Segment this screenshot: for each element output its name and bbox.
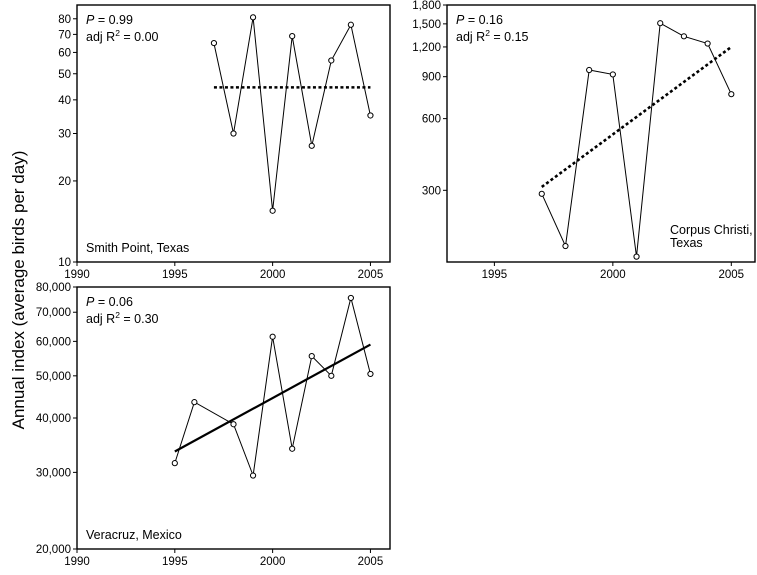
series-line (213, 17, 371, 211)
data-point (230, 130, 237, 137)
trend-line (540, 45, 733, 188)
x-tick-label: 1990 (64, 269, 90, 281)
panel-1: 1990 1995 2000 2005 10 20 30 40 50 60 70 80 P = 0.99… (58, 4, 391, 281)
p-symbol: P (86, 295, 95, 309)
y-tick-label: 60,000 (36, 336, 71, 348)
y-tick-label: 1,500 (412, 19, 441, 31)
series-line (174, 297, 371, 476)
data-point (538, 190, 545, 197)
trend-line (174, 343, 371, 453)
data-point (308, 353, 315, 360)
data-point (328, 372, 335, 379)
y-tick-label: 900 (422, 72, 441, 84)
r2-value: = 0.30 (120, 312, 159, 326)
r2-label: adj R2 = 0.00 (86, 28, 159, 44)
r2-superscript: 2 (115, 28, 120, 38)
p-value-label: P = 0.06 (86, 295, 133, 309)
y-tick-label: 600 (422, 114, 441, 126)
r2-prefix: adj R (456, 30, 485, 44)
data-point (657, 20, 664, 27)
y-tick-label: 50 (58, 69, 71, 81)
p-value: = 0.06 (94, 295, 133, 309)
p-value-label: P = 0.99 (86, 13, 133, 27)
y-tick-label: 1,800 (412, 0, 441, 12)
y-tick-label: 40 (58, 95, 71, 107)
site-label: Texas (670, 236, 703, 250)
data-point (680, 33, 688, 40)
site-label: Veracruz, Mexico (86, 528, 182, 542)
series-line (541, 22, 732, 257)
data-point (230, 421, 237, 428)
data-point (367, 112, 374, 119)
r2-value: = 0.15 (490, 30, 529, 44)
data-point (704, 40, 711, 47)
data-point (191, 399, 198, 406)
x-tick-label: 2000 (600, 269, 626, 281)
plot-frame (446, 4, 756, 263)
r2-value: = 0.00 (120, 30, 159, 44)
p-value-label: P = 0.16 (456, 13, 503, 27)
r2-label: adj R2 = 0.30 (86, 310, 159, 326)
x-tick-label: 2000 (260, 556, 286, 568)
r2-prefix: adj R (86, 312, 115, 326)
site-label: Corpus Christi, (670, 223, 753, 237)
data-point (728, 91, 735, 98)
y-tick-label: 80,000 (36, 282, 71, 294)
x-tick-label: 2005 (719, 269, 745, 281)
data-point (289, 445, 296, 452)
y-tick-label: 30 (58, 129, 71, 141)
data-point (609, 71, 616, 78)
y-tick-label: 20,000 (36, 544, 71, 556)
x-tick-label: 1995 (162, 269, 188, 281)
plot-frame (76, 286, 391, 550)
r2-superscript: 2 (115, 310, 120, 320)
data-point (269, 333, 276, 340)
data-point (269, 207, 276, 214)
data-point (633, 253, 640, 260)
data-point (347, 294, 354, 302)
x-tick-label: 2000 (260, 269, 286, 281)
r2-superscript: 2 (485, 28, 490, 38)
r2-label: adj R2 = 0.15 (456, 28, 529, 44)
y-tick-label: 1,200 (412, 42, 441, 54)
x-tick-label: 2005 (358, 269, 384, 281)
y-tick-label: 10 (58, 257, 71, 269)
p-symbol: P (456, 13, 465, 27)
r2-prefix: adj R (86, 30, 115, 44)
y-tick-label: 50,000 (36, 371, 71, 383)
p-value: = 0.99 (94, 13, 133, 27)
x-tick-label: 1990 (64, 556, 90, 568)
site-label: Smith Point, Texas (86, 241, 189, 255)
y-tick-label: 300 (422, 185, 441, 197)
data-point (210, 39, 218, 47)
y-axis-label: Annual index (average birds per day) (9, 151, 28, 430)
data-point (328, 57, 335, 64)
data-point (249, 14, 257, 21)
panel-3: 1990 1995 2000 2005 20,000 30,000 40,000 50,000… (36, 282, 391, 568)
y-tick-label: 30,000 (36, 467, 71, 479)
data-point (347, 21, 354, 28)
p-value: = 0.16 (464, 13, 503, 27)
data-point (367, 370, 374, 378)
x-tick-label: 2005 (358, 556, 384, 568)
data-point (586, 66, 593, 74)
y-tick-label: 40,000 (36, 413, 71, 425)
data-point (289, 32, 296, 40)
data-point (308, 142, 315, 149)
data-point (249, 472, 257, 479)
y-tick-label: 20 (58, 176, 71, 188)
p-symbol: P (86, 13, 95, 27)
x-tick-label: 1995 (162, 556, 188, 568)
data-point (562, 242, 569, 250)
x-tick-label: 1995 (482, 269, 508, 281)
panel-2: 1995 2000 2005 300 600 900 1,200 1,500 1,800 P = … (412, 0, 756, 281)
y-tick-label: 70 (58, 29, 71, 41)
y-tick-label: 60 (58, 47, 71, 59)
data-point (171, 460, 178, 467)
y-tick-label: 80 (58, 14, 71, 26)
y-tick-label: 70,000 (36, 307, 71, 319)
